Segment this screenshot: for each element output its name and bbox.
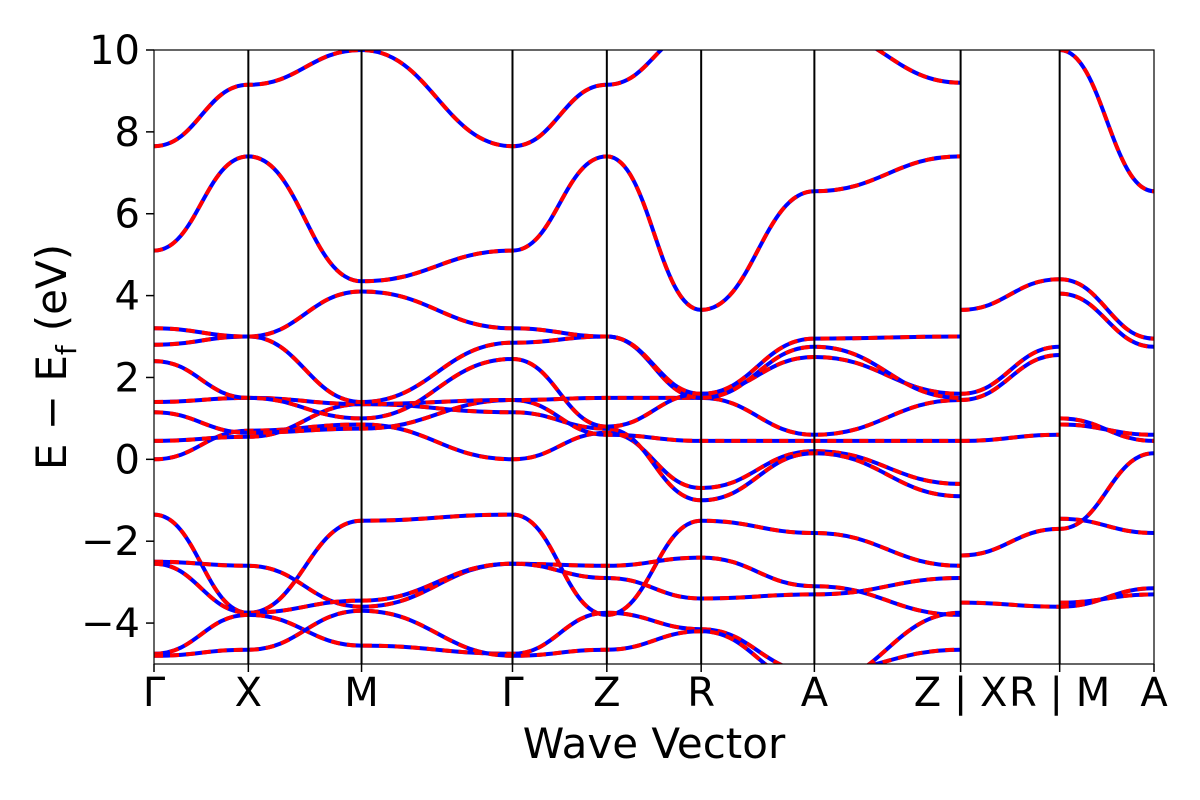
high-symmetry-lines [247, 50, 1061, 664]
y-tick-label: 2 [115, 355, 140, 401]
band-12-solid [154, 610, 961, 664]
band-23-dashed [1059, 422, 1154, 437]
band-18-dashed [960, 526, 1060, 558]
y-axis-label-unit: (eV) [27, 244, 76, 331]
y-axis-ticks: −4 −2 0 2 4 6 8 10 [81, 28, 154, 647]
x-tick-label: Γ [143, 670, 166, 716]
y-axis-label: E − Ef (eV) [27, 244, 83, 470]
y-tick-label: 8 [115, 110, 140, 156]
band-11-dashed [154, 561, 961, 615]
y-tick-label: −2 [81, 519, 140, 565]
x-tick-label: Z [593, 670, 620, 716]
band-20-dashed [1059, 277, 1154, 341]
y-axis-label-sub: f [50, 344, 83, 355]
y-axis-label-main: E − E [27, 355, 76, 470]
y-tick-label: 0 [115, 437, 140, 483]
x-tick-label: X [235, 670, 262, 716]
band-0-dashed [154, 422, 961, 491]
y-tick-label: −4 [81, 601, 140, 647]
x-tick-label: M [344, 670, 379, 716]
band-16-dashed [960, 344, 1060, 396]
band-21-dashed [1059, 291, 1154, 349]
band-27-dashed [1059, 592, 1154, 605]
band-7-dashed [154, 154, 961, 312]
band-13-dashed [154, 608, 961, 664]
band-14-dashed [960, 432, 1060, 443]
band-25-dashed [1059, 451, 1154, 531]
band-19-dashed [960, 600, 1060, 609]
x-tick-label: Γ [501, 670, 524, 716]
band-6-dashed [154, 289, 961, 396]
band-15-dashed [960, 353, 1060, 402]
x-tick-label: Z | X [914, 670, 1008, 716]
y-tick-label: 6 [115, 192, 140, 238]
band-24-dashed [1059, 516, 1154, 535]
x-tick-label: A [1140, 670, 1168, 716]
band-4-dashed [154, 354, 961, 429]
band-5-dashed [154, 334, 961, 405]
band-17-dashed [960, 277, 1060, 312]
x-tick-label: A [801, 670, 829, 716]
x-tick-label: R | M [1009, 670, 1110, 716]
band-8-dashed [154, 50, 961, 149]
x-tick-label: R [687, 670, 715, 716]
y-axis-label-group: E − Ef (eV) [27, 244, 83, 470]
plot-frame [153, 49, 1155, 665]
y-tick-label: 4 [115, 274, 140, 320]
band-28-dashed [1059, 50, 1154, 194]
x-axis-label: Wave Vector [523, 719, 786, 768]
y-tick-label: 10 [89, 28, 140, 74]
